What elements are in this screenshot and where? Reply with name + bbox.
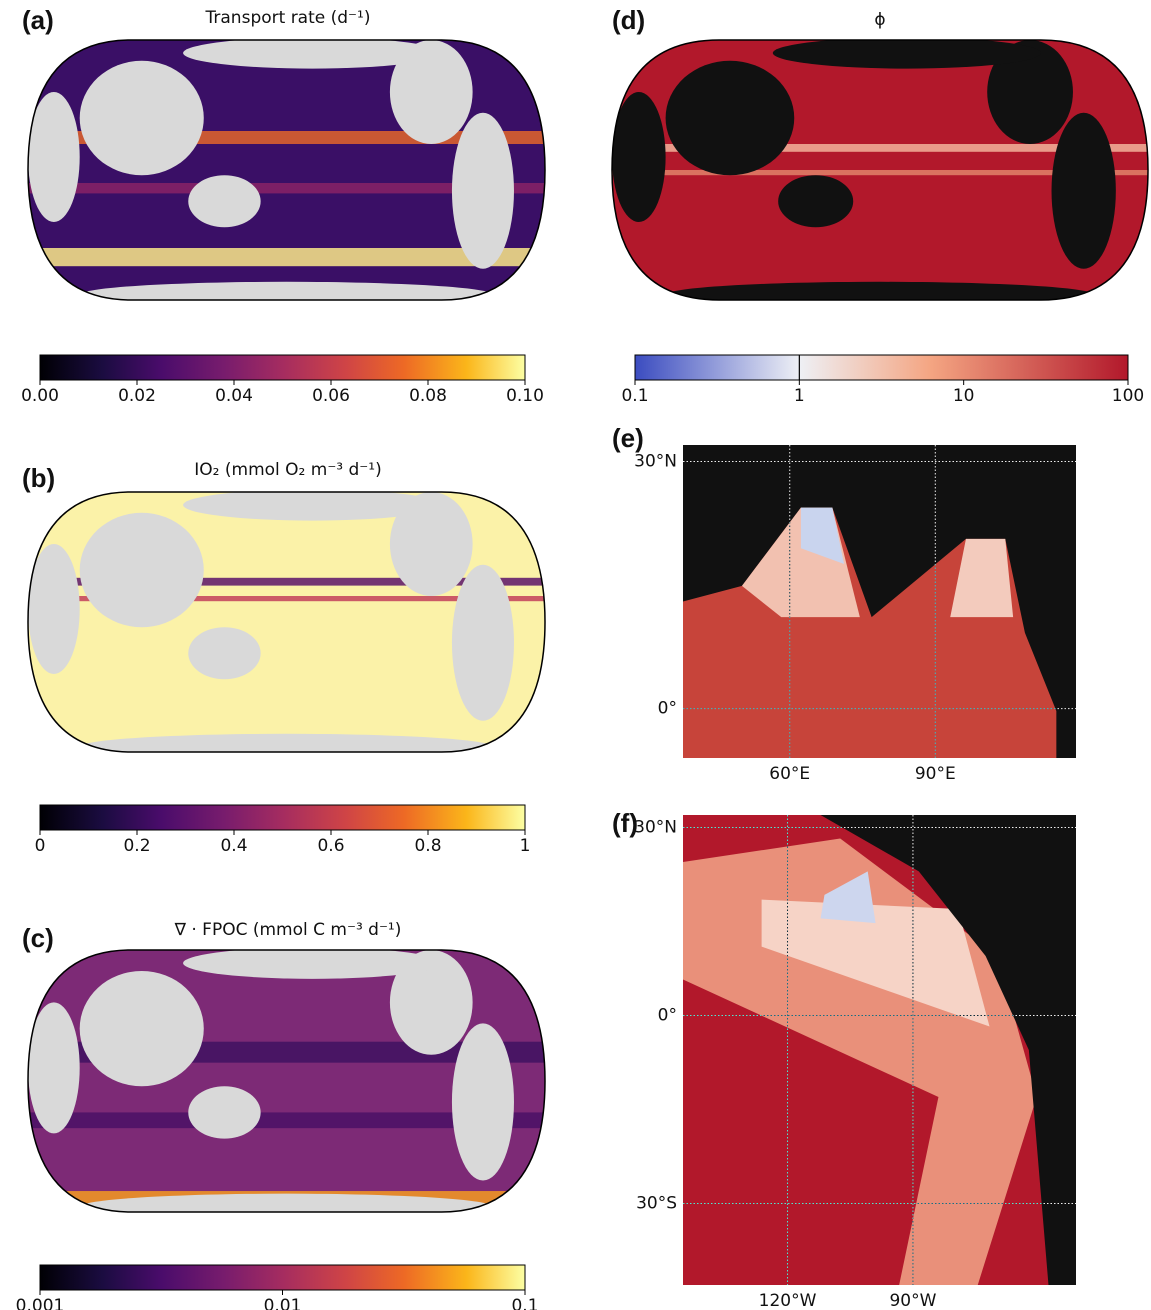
land bbox=[389, 950, 473, 1055]
map bbox=[683, 445, 1076, 758]
land bbox=[820, 815, 1076, 1285]
map-outline bbox=[611, 39, 1149, 301]
colorbar-tick-label: 0.001 bbox=[16, 1296, 65, 1310]
lat-label: 0° bbox=[658, 1006, 677, 1026]
lon-label: 120°W bbox=[759, 1291, 817, 1310]
ocean-feature bbox=[820, 871, 876, 924]
land bbox=[665, 60, 795, 176]
panel-label: (c) bbox=[22, 923, 54, 953]
ocean-feature bbox=[761, 899, 990, 1027]
land bbox=[451, 1023, 514, 1181]
ocean-feature bbox=[612, 170, 1148, 176]
map-outline bbox=[27, 39, 546, 301]
colorbar-tick-label: 0.04 bbox=[215, 386, 253, 406]
colorbar-tick-label: 0.02 bbox=[118, 386, 156, 406]
land bbox=[987, 40, 1073, 144]
ocean-feature bbox=[28, 1112, 545, 1129]
colorbar-tick-label: 0.8 bbox=[414, 836, 441, 856]
land bbox=[28, 1002, 80, 1134]
lat-label: 0° bbox=[658, 699, 677, 719]
land bbox=[79, 281, 494, 300]
ocean-feature bbox=[28, 577, 545, 586]
colorbar-tick-label: 0.10 bbox=[506, 386, 544, 406]
land bbox=[389, 492, 473, 596]
colorbar bbox=[634, 354, 1129, 381]
land bbox=[79, 60, 204, 176]
colorbar-tick-label: 0.2 bbox=[123, 836, 150, 856]
colorbar-tick-label: 0.1 bbox=[621, 386, 648, 406]
land bbox=[451, 564, 514, 721]
map bbox=[28, 492, 545, 752]
panel-label: (e) bbox=[612, 423, 644, 453]
land bbox=[612, 92, 666, 222]
land bbox=[188, 1086, 261, 1139]
lat-label: 30°N bbox=[634, 451, 677, 471]
ocean-feature bbox=[950, 538, 1014, 618]
land bbox=[79, 970, 204, 1087]
colorbar-tick-label: 100 bbox=[1112, 386, 1144, 406]
lat-label: 30°N bbox=[634, 818, 677, 838]
panel-label: (f) bbox=[612, 808, 638, 838]
colorbar-tick-label: 1 bbox=[520, 836, 531, 856]
land bbox=[188, 627, 261, 680]
land bbox=[183, 40, 442, 69]
lon-label: 60°E bbox=[769, 764, 810, 784]
colorbar bbox=[39, 804, 526, 831]
colorbar-tick-label: 0.08 bbox=[409, 386, 447, 406]
map-outline bbox=[27, 949, 546, 1213]
panel-label: (a) bbox=[22, 5, 54, 35]
colorbar-tick-label: 0.4 bbox=[220, 836, 247, 856]
panel-title: ϕ bbox=[874, 10, 885, 30]
colorbar-tick-label: 0.01 bbox=[264, 1296, 302, 1310]
colorbar-tick-label: 0.6 bbox=[317, 836, 344, 856]
ocean-feature bbox=[612, 144, 1148, 152]
land bbox=[389, 40, 473, 144]
colorbar-tick-label: 0.00 bbox=[21, 386, 59, 406]
land bbox=[772, 40, 1041, 69]
land bbox=[451, 112, 514, 269]
ocean-feature bbox=[800, 507, 845, 564]
colorbar bbox=[39, 1264, 526, 1291]
panel-title: ∇ · FPOC (mmol C m⁻³ d⁻¹) bbox=[174, 920, 402, 940]
land bbox=[778, 175, 854, 228]
colorbar-tick-label: 0 bbox=[35, 836, 46, 856]
colorbar-tick-label: 1 bbox=[794, 386, 805, 406]
land bbox=[188, 175, 261, 228]
map bbox=[28, 40, 545, 300]
map bbox=[612, 40, 1148, 300]
map bbox=[28, 950, 545, 1212]
lat-label: 30°S bbox=[636, 1194, 677, 1214]
lon-label: 90°E bbox=[915, 764, 956, 784]
land bbox=[79, 733, 494, 752]
ocean-feature bbox=[28, 596, 545, 602]
panel-label: (d) bbox=[612, 5, 645, 35]
ocean-feature bbox=[28, 248, 545, 267]
panel-title: Transport rate (d⁻¹) bbox=[205, 8, 371, 28]
land bbox=[28, 544, 80, 674]
colorbar-tick-label: 10 bbox=[953, 386, 975, 406]
land bbox=[183, 492, 442, 521]
colorbar-tick-label: 0.1 bbox=[511, 1296, 538, 1310]
map bbox=[683, 815, 1076, 1285]
map-outline bbox=[27, 491, 546, 753]
land bbox=[28, 92, 80, 222]
colorbar-tick-label: 0.06 bbox=[312, 386, 350, 406]
land bbox=[79, 512, 204, 628]
land bbox=[183, 950, 442, 979]
ocean-feature bbox=[28, 183, 545, 194]
land bbox=[665, 281, 1095, 300]
land bbox=[1051, 112, 1116, 269]
land bbox=[79, 1193, 494, 1212]
panel-title: IO₂ (mmol O₂ m⁻³ d⁻¹) bbox=[194, 460, 381, 480]
colorbar bbox=[39, 354, 526, 381]
lon-label: 90°W bbox=[889, 1291, 936, 1310]
panel-label: (b) bbox=[22, 463, 55, 493]
